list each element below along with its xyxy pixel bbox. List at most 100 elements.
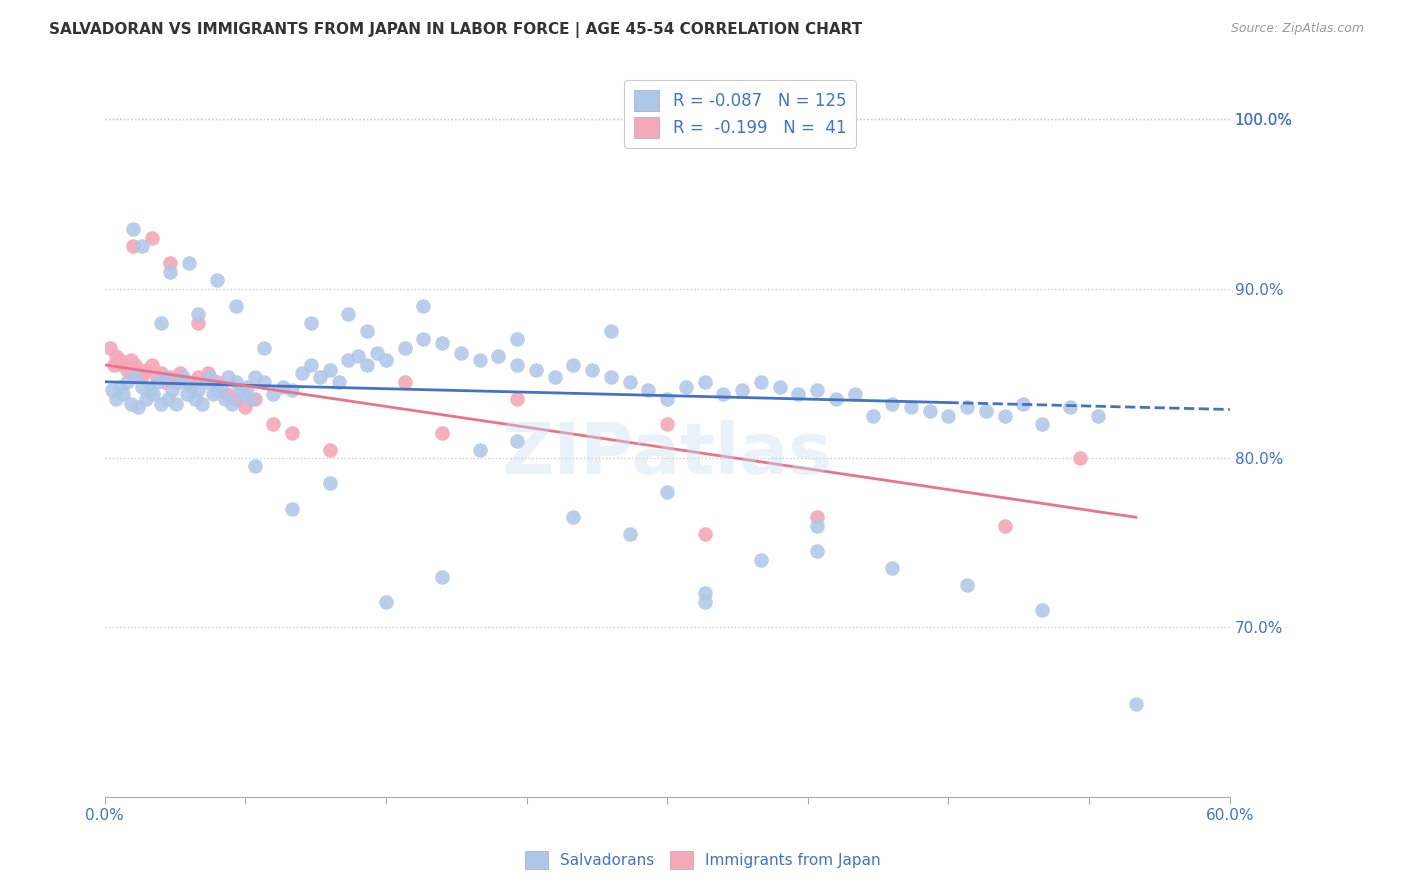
Point — [1059, 400, 1081, 414]
Point — [108, 352, 131, 367]
Point — [141, 358, 163, 372]
Point — [177, 256, 200, 270]
Point — [309, 369, 332, 384]
Text: Source: ZipAtlas.com: Source: ZipAtlas.com — [1230, 22, 1364, 36]
Point — [299, 316, 322, 330]
Point — [225, 375, 247, 389]
Point — [693, 527, 716, 541]
Point — [693, 595, 716, 609]
Point — [124, 358, 146, 372]
Text: SALVADORAN VS IMMIGRANTS FROM JAPAN IN LABOR FORCE | AGE 45-54 CORRELATION CHART: SALVADORAN VS IMMIGRANTS FROM JAPAN IN L… — [49, 22, 862, 38]
Point — [374, 595, 396, 609]
Point — [124, 369, 146, 384]
Point — [149, 397, 172, 411]
Point — [281, 501, 304, 516]
Point — [337, 352, 360, 367]
Point — [806, 510, 828, 524]
Point — [205, 375, 228, 389]
Point — [138, 384, 160, 398]
Point — [194, 375, 217, 389]
Point — [281, 425, 304, 440]
Point — [844, 386, 866, 401]
Point — [346, 350, 368, 364]
Point — [243, 392, 266, 406]
Point — [731, 384, 754, 398]
Point — [214, 392, 236, 406]
Point — [882, 561, 904, 575]
Point — [146, 375, 169, 389]
Point — [693, 375, 716, 389]
Point — [619, 527, 641, 541]
Legend: Salvadorans, Immigrants from Japan: Salvadorans, Immigrants from Japan — [519, 845, 887, 875]
Point — [131, 239, 153, 253]
Point — [160, 384, 183, 398]
Point — [253, 375, 276, 389]
Point — [619, 375, 641, 389]
Point — [153, 375, 176, 389]
Point — [374, 352, 396, 367]
Point — [938, 409, 960, 423]
Point — [657, 417, 679, 431]
Point — [115, 363, 138, 377]
Point — [243, 459, 266, 474]
Point — [394, 341, 416, 355]
Point — [657, 392, 679, 406]
Point — [749, 552, 772, 566]
Point — [98, 341, 121, 355]
Legend: R = -0.087   N = 125, R =  -0.199   N =  41: R = -0.087 N = 125, R = -0.199 N = 41 — [624, 80, 856, 148]
Point — [183, 392, 205, 406]
Point — [600, 369, 623, 384]
Point — [127, 367, 149, 381]
Point — [450, 346, 472, 360]
Point — [787, 386, 810, 401]
Point — [356, 324, 378, 338]
Point — [157, 392, 180, 406]
Point — [239, 392, 262, 406]
Point — [994, 518, 1017, 533]
Point — [657, 484, 679, 499]
Point — [176, 386, 198, 401]
Point — [243, 369, 266, 384]
Point — [120, 352, 142, 367]
Point — [159, 256, 181, 270]
Point — [1087, 409, 1109, 423]
Point — [693, 586, 716, 600]
Point — [468, 442, 491, 457]
Point — [121, 222, 143, 236]
Point — [149, 367, 172, 381]
Point — [169, 375, 191, 389]
Point — [191, 397, 214, 411]
Point — [135, 363, 157, 377]
Point — [432, 335, 454, 350]
Point — [233, 400, 256, 414]
Point — [432, 425, 454, 440]
Point — [544, 369, 567, 384]
Point — [524, 363, 547, 377]
Point — [366, 346, 388, 360]
Point — [506, 434, 529, 448]
Point — [101, 384, 124, 398]
Point — [165, 375, 187, 389]
Point — [394, 375, 416, 389]
Point — [172, 369, 194, 384]
Point — [337, 307, 360, 321]
Point — [506, 392, 529, 406]
Point — [318, 476, 340, 491]
Point — [562, 358, 585, 372]
Point — [600, 324, 623, 338]
Point — [862, 409, 884, 423]
Point — [506, 358, 529, 372]
Point — [749, 375, 772, 389]
Point — [637, 384, 659, 398]
Point — [131, 380, 153, 394]
Point — [177, 375, 200, 389]
Point — [1069, 450, 1091, 465]
Point — [165, 397, 187, 411]
Point — [1031, 603, 1053, 617]
Point — [112, 386, 135, 401]
Point — [562, 510, 585, 524]
Point — [318, 363, 340, 377]
Point — [412, 333, 434, 347]
Point — [180, 380, 202, 394]
Point — [994, 409, 1017, 423]
